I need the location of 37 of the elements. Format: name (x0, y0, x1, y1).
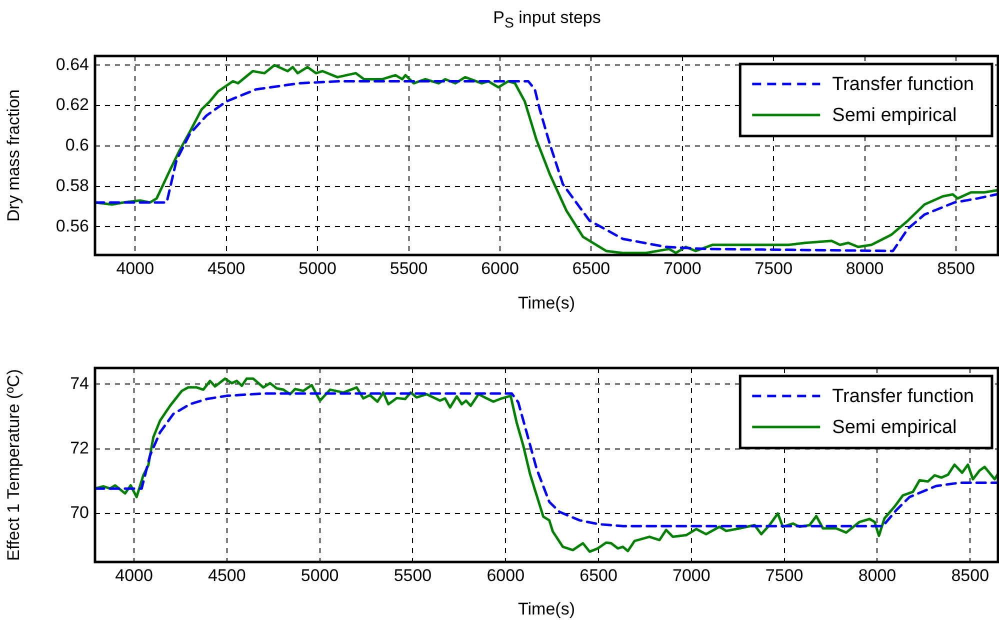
x-axis-title: Time(s) (518, 293, 575, 312)
x-tick-label: 7000 (672, 566, 710, 585)
x-tick-label: 6500 (580, 566, 618, 585)
y-tick-label: 74 (70, 374, 89, 393)
y-tick-label: 0.56 (56, 216, 89, 236)
x-tick-label: 8500 (951, 566, 990, 585)
x-axis-title: Time(s) (518, 599, 575, 618)
y-tick-label: 0.62 (56, 95, 89, 114)
x-tick-label: 4000 (115, 566, 153, 585)
legend-label: Transfer function (832, 74, 974, 96)
y-tick-label: 0.6 (65, 136, 89, 155)
x-tick-label: 8000 (846, 258, 884, 278)
legend-label: Semi empirical (832, 417, 957, 438)
chart-title: P$_{S}$ input steps (492, 8, 602, 32)
x-tick-label: 6000 (486, 566, 525, 585)
x-tick-label: 8000 (858, 566, 896, 585)
x-tick-label: 4500 (207, 258, 246, 278)
y-axis-title: Dry mass fraction (4, 89, 23, 222)
x-tick-label: 8500 (937, 258, 975, 278)
x-tick-label: 5500 (394, 566, 432, 585)
x-tick-label: 7000 (663, 258, 702, 278)
x-tick-label: 7500 (765, 566, 804, 585)
x-tick-label: 5500 (390, 258, 428, 278)
legend-label: Transfer function (832, 386, 974, 408)
y-tick-label: 70 (70, 503, 89, 522)
x-tick-label: 4500 (208, 566, 246, 585)
x-tick-label: 6500 (572, 258, 610, 278)
x-tick-label: 6000 (481, 258, 519, 278)
y-tick-label: 72 (70, 438, 89, 458)
x-tick-label: 5000 (298, 258, 336, 278)
x-tick-label: 7500 (754, 258, 793, 278)
x-tick-label: 4000 (116, 258, 154, 278)
x-tick-label: 5000 (300, 566, 339, 585)
y-tick-label: 0.58 (56, 176, 89, 195)
y-axis-title: Effect 1 Temperature (ºC) (4, 369, 23, 561)
y-tick-label: 0.64 (56, 54, 89, 74)
legend-label: Semi empirical (832, 105, 957, 126)
